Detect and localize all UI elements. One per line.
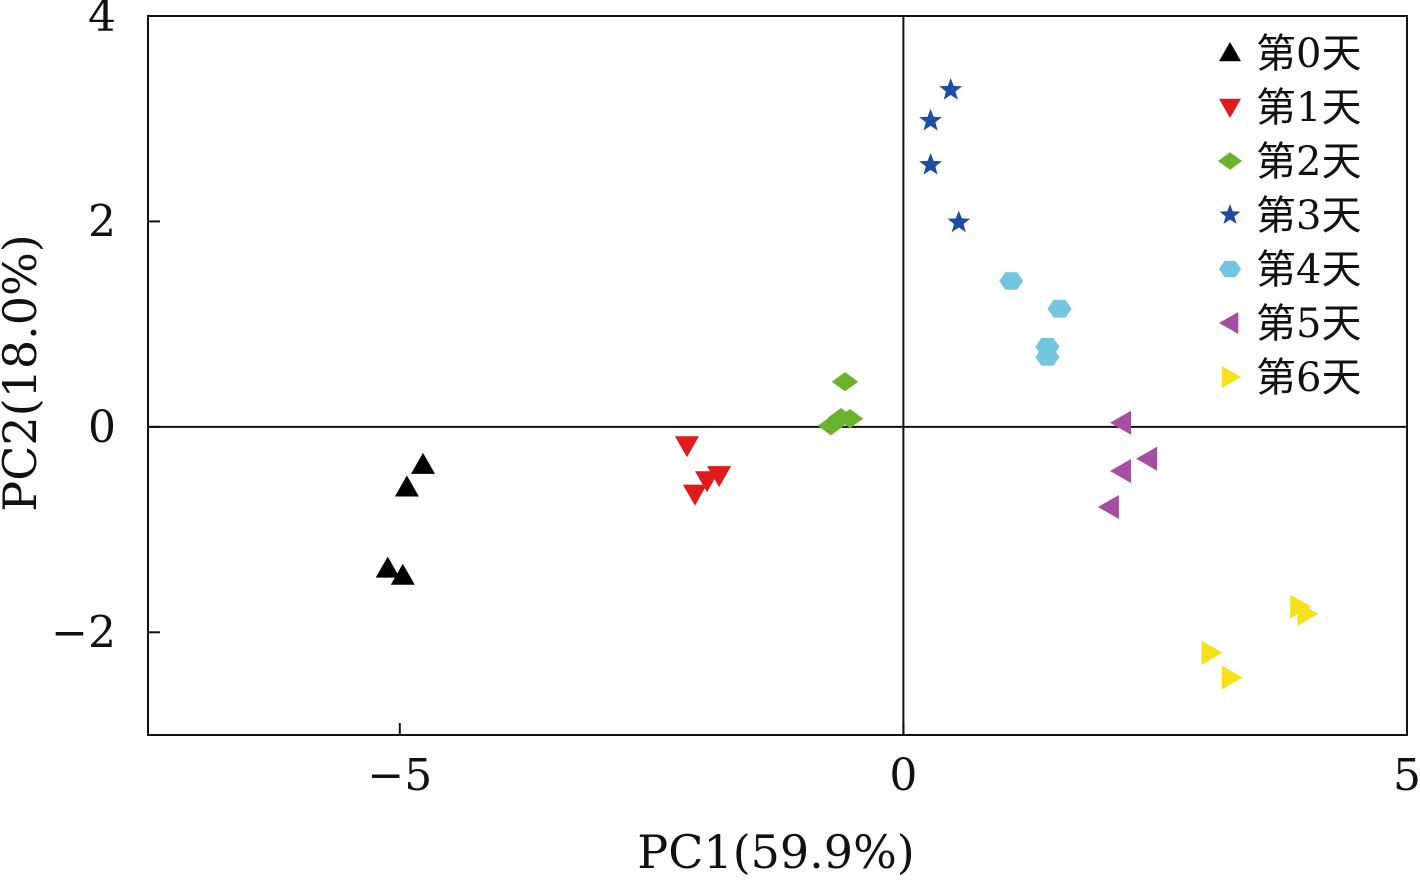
data-point [947,210,971,233]
plot-frame [147,15,1408,736]
legend-label: 第2天 [1256,139,1361,185]
data-point [695,471,719,493]
data-point [1047,299,1072,318]
legend-marker [1219,98,1241,118]
legend-label: 第0天 [1256,31,1361,77]
data-point [1110,459,1131,483]
legend-label: 第5天 [1256,301,1361,347]
data-point [1035,348,1060,366]
data-point [1201,640,1223,665]
data-point [919,108,942,131]
data-point [1110,410,1131,435]
data-point [1097,495,1119,519]
data-point [1221,665,1243,690]
x-tick-label: 0 [889,750,917,801]
x-axis-label: PC1(59.9%) [637,825,914,879]
legend-label: 第3天 [1256,193,1361,239]
x-tick-label: 5 [1393,750,1420,801]
data-point [1297,601,1319,626]
chart-axes [147,15,1408,736]
data-point [1136,446,1158,471]
y-tick-label: −2 [51,607,116,658]
legend-marker [1219,42,1241,62]
data-point [831,372,859,392]
y-tick-label: 4 [88,0,116,42]
data-point [375,556,400,578]
data-point [919,152,942,175]
legend-label: 第6天 [1256,355,1361,401]
data-point [390,563,415,585]
data-point [836,409,864,429]
legend-marker [1219,260,1241,278]
legend-label: 第1天 [1256,85,1361,131]
data-point [682,484,707,506]
data-point [939,78,963,100]
legend-marker [1221,366,1241,388]
y-tick-label: 2 [88,196,116,247]
legend-marker [1219,312,1239,334]
chart-points [375,78,1319,690]
y-axis-label: PC2(18.0%) [0,234,47,511]
y-tick-label: 0 [88,402,116,453]
data-point [999,272,1024,290]
legend-marker [1219,204,1241,224]
data-point [674,436,699,458]
chart-ticks: −5 0 5 −2 0 2 4 [51,0,1420,801]
x-tick-label: −5 [367,750,432,801]
data-point [707,466,732,488]
data-point [394,475,419,497]
legend-marker [1217,152,1243,170]
data-point [411,452,435,474]
legend-label: 第4天 [1256,247,1361,293]
